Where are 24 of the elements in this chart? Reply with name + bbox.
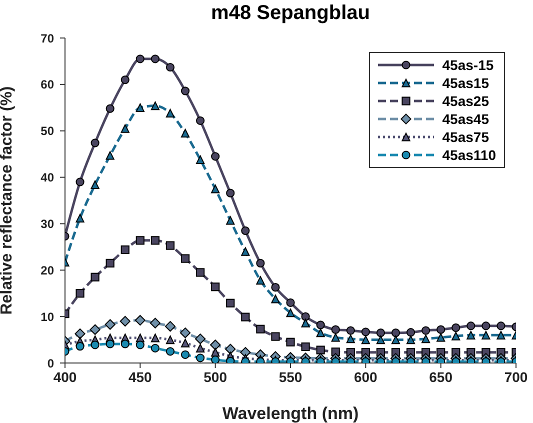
- x-tick-label: 500: [204, 368, 228, 385]
- chart-title: m48 Sepangblau: [210, 2, 371, 25]
- x-tick-label: 400: [53, 368, 77, 385]
- y-tick-label: 40: [40, 170, 54, 185]
- legend-label: 45as45: [442, 111, 489, 127]
- y-tick-label: 0: [47, 356, 54, 370]
- legend-label: 45as75: [442, 129, 489, 145]
- y-axis-title: Relative reflectance factor (%): [0, 86, 16, 315]
- x-tick-label: 700: [504, 368, 528, 385]
- y-tick-label: 10: [40, 310, 54, 324]
- legend-label: 45as15: [442, 75, 489, 91]
- x-tick-label: 650: [429, 368, 453, 385]
- legend-label: 45as25: [442, 93, 489, 109]
- y-tick-label: 50: [40, 124, 54, 138]
- y-tick-label: 60: [40, 78, 54, 92]
- x-tick-label: 550: [278, 368, 302, 385]
- x-axis-title: Wavelength (nm): [222, 404, 359, 423]
- legend-label: 45as110: [442, 147, 496, 163]
- legend-label: 45as-15: [442, 57, 494, 73]
- x-tick-label: 450: [128, 368, 152, 385]
- x-tick-label: 600: [354, 368, 378, 385]
- y-tick-label: 30: [40, 216, 54, 231]
- y-tick-label: 70: [40, 31, 54, 46]
- y-tick-label: 20: [40, 263, 54, 278]
